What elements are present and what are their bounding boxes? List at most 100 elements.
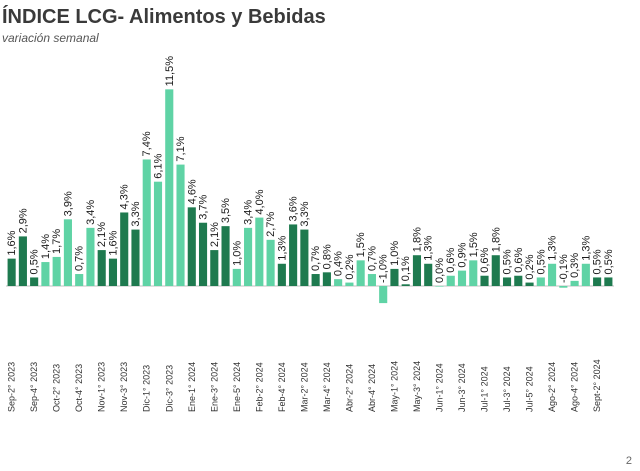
x-tick-label-18: Ene-3° 2024 — [209, 362, 219, 412]
bar-47 — [536, 277, 545, 286]
bar-44 — [502, 277, 512, 286]
value-label-17: 3,7% — [198, 194, 210, 219]
value-label-48: 1,3% — [547, 235, 559, 260]
bar-4 — [52, 256, 61, 286]
value-label-2: 0,5% — [29, 249, 41, 274]
value-label-4: 1,7% — [51, 229, 63, 254]
bar-38 — [435, 286, 444, 287]
value-label-22: 4,0% — [254, 189, 266, 214]
x-tick-label-52: Sept-2° 2024 — [592, 359, 602, 412]
bar-46 — [525, 282, 534, 286]
value-label-7: 3,4% — [85, 200, 97, 225]
value-label-40: 0,9% — [457, 242, 469, 267]
bar-48 — [548, 263, 557, 286]
bar-7 — [86, 227, 95, 286]
bar-20 — [232, 268, 241, 286]
x-tick-label-44: Jul-3° 2024 — [502, 366, 512, 412]
value-label-14: 11,5% — [164, 56, 176, 87]
bar-36 — [412, 255, 422, 286]
value-label-19: 3,5% — [220, 198, 232, 223]
bar-42 — [480, 275, 489, 286]
bar-41 — [469, 260, 478, 286]
bar-26 — [300, 229, 309, 286]
value-label-23: 2,7% — [265, 212, 277, 237]
value-label-47: 0,5% — [535, 249, 547, 274]
x-tick-label-2: Sep-4° 2023 — [29, 362, 39, 412]
value-label-9: 1,6% — [107, 230, 119, 255]
bar-37 — [424, 263, 433, 286]
bar-29 — [334, 279, 343, 286]
x-tick-label-34: May-1° 2024 — [389, 361, 399, 412]
bar-6 — [75, 274, 84, 286]
bar-45 — [514, 275, 523, 286]
bar-30 — [345, 282, 354, 286]
bar-50 — [570, 280, 579, 286]
bar-12 — [142, 159, 151, 286]
x-tick-label-30: Abr-2° 2024 — [344, 364, 354, 412]
bar-24 — [277, 263, 286, 286]
value-label-12: 7,4% — [141, 131, 153, 156]
x-tick-label-36: May-3° 2024 — [412, 361, 422, 412]
bar-0 — [7, 258, 16, 286]
x-tick-label-26: Mar-2° 2024 — [299, 362, 309, 412]
value-label-50: 0,3% — [569, 253, 581, 278]
x-tick-label-32: Abr-4° 2024 — [367, 364, 377, 412]
bar-15 — [176, 164, 185, 286]
x-tick-label-24: Feb-4° 2024 — [277, 362, 287, 412]
x-tick-label-8: Nov-1° 2023 — [97, 362, 107, 412]
value-label-13: 6,1% — [153, 153, 165, 178]
chart-title: ÍNDICE LCG- Alimentos y Bebidas — [2, 6, 326, 28]
value-label-44: 0,5% — [502, 249, 514, 274]
bar-17 — [198, 222, 208, 286]
value-label-1: 2,9% — [17, 208, 29, 233]
page-number: 2 — [625, 455, 632, 467]
x-tick-label-0: Sep-2° 2023 — [7, 362, 17, 412]
value-label-0: 1,6% — [6, 230, 18, 255]
bar-8 — [97, 250, 106, 286]
x-tick-label-50: Ago-4° 2024 — [570, 362, 580, 412]
value-label-37: 1,3% — [423, 235, 435, 260]
value-label-29: 0,4% — [333, 251, 345, 276]
value-label-28: 0,8% — [321, 244, 333, 269]
bar-34 — [390, 268, 399, 286]
x-tick-label-14: Dic-3° 2023 — [164, 365, 174, 412]
bar-1 — [18, 236, 27, 286]
value-label-20: 1,0% — [231, 241, 243, 266]
value-label-45: 0,6% — [513, 247, 525, 272]
value-label-35: 0,1% — [400, 256, 412, 281]
x-tick-label-48: Ago-2° 2024 — [547, 362, 557, 412]
value-label-52: 0,5% — [592, 249, 604, 274]
chart-subtitle: variación semanal — [2, 31, 99, 45]
value-label-26: 3,3% — [299, 201, 311, 226]
x-tick-label-10: Nov-3° 2023 — [119, 362, 129, 412]
x-tick-label-20: Ene-5° 2024 — [232, 362, 242, 412]
value-label-30: 0,2% — [344, 254, 356, 279]
value-label-21: 3,4% — [243, 200, 255, 225]
value-label-15: 7,1% — [175, 136, 187, 161]
bar-33 — [379, 286, 388, 304]
value-label-33: -1,0% — [378, 254, 390, 283]
bar-23 — [266, 239, 275, 286]
value-label-49: -0,1% — [558, 254, 570, 283]
value-label-8: 2,1% — [96, 222, 108, 247]
value-label-31: 1,5% — [355, 232, 367, 257]
value-label-6: 0,7% — [74, 246, 86, 271]
x-tick-label-28: Mar-4° 2024 — [322, 362, 332, 412]
bar-31 — [356, 260, 365, 286]
value-label-43: 1,8% — [490, 227, 502, 252]
value-label-16: 4,6% — [186, 179, 198, 204]
value-label-32: 0,7% — [366, 246, 378, 271]
value-label-42: 0,6% — [479, 247, 491, 272]
x-tick-label-4: Oct-2° 2023 — [52, 364, 62, 412]
bar-27 — [311, 274, 320, 286]
bar-16 — [187, 207, 196, 286]
bar-35 — [401, 284, 410, 286]
bar-13 — [153, 181, 163, 286]
x-tick-label-22: Feb-2° 2024 — [254, 362, 264, 412]
value-label-46: 0,2% — [524, 254, 536, 279]
value-label-24: 1,3% — [276, 235, 288, 260]
bar-18 — [210, 250, 219, 286]
value-label-3: 1,4% — [40, 234, 52, 259]
value-label-36: 1,8% — [411, 227, 423, 252]
